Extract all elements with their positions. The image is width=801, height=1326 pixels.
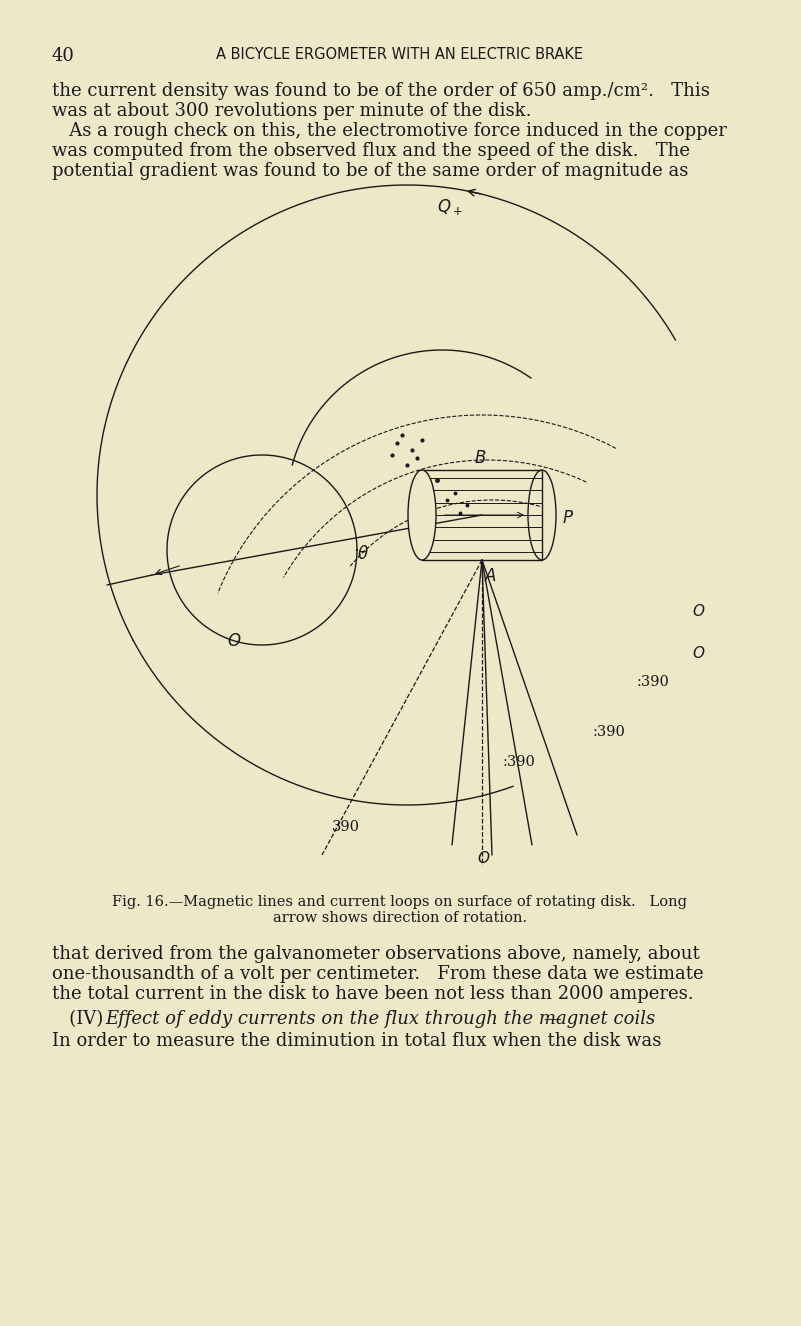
Text: $O$: $O$ <box>692 603 706 619</box>
Text: $P$: $P$ <box>562 511 574 526</box>
Text: $O$: $O$ <box>692 644 706 660</box>
Text: arrow shows direction of rotation.: arrow shows direction of rotation. <box>273 911 527 926</box>
Text: $B$: $B$ <box>474 450 486 467</box>
Ellipse shape <box>408 469 436 560</box>
Bar <box>422 469 542 560</box>
Text: 40: 40 <box>52 46 74 65</box>
Text: A BICYCLE ERGOMETER WITH AN ELECTRIC BRAKE: A BICYCLE ERGOMETER WITH AN ELECTRIC BRA… <box>216 46 584 62</box>
Text: :390: :390 <box>502 754 535 769</box>
Text: $O$: $O$ <box>227 633 241 650</box>
Text: $O$: $O$ <box>477 850 490 866</box>
Text: (IV): (IV) <box>52 1010 115 1028</box>
Text: —: — <box>543 1010 561 1028</box>
Text: was computed from the observed flux and the speed of the disk.   The: was computed from the observed flux and … <box>52 142 690 160</box>
Text: In order to measure the diminution in total flux when the disk was: In order to measure the diminution in to… <box>52 1032 662 1050</box>
Text: $A$: $A$ <box>484 568 497 585</box>
Text: that derived from the galvanometer observations above, namely, about: that derived from the galvanometer obser… <box>52 945 700 963</box>
Text: one-thousandth of a volt per centimeter.   From these data we estimate: one-thousandth of a volt per centimeter.… <box>52 965 703 983</box>
Text: potential gradient was found to be of the same order of magnitude as: potential gradient was found to be of th… <box>52 162 688 180</box>
Text: was at about 300 revolutions per minute of the disk.: was at about 300 revolutions per minute … <box>52 102 532 119</box>
Text: :390: :390 <box>637 675 670 690</box>
Text: $Q_+$: $Q_+$ <box>437 198 463 217</box>
Text: $\theta$: $\theta$ <box>357 545 368 564</box>
Text: Effect of eddy currents on the flux through the magnet coils: Effect of eddy currents on the flux thro… <box>105 1010 655 1028</box>
Text: Fig. 16.—Magnetic lines and current loops on surface of rotating disk.   Long: Fig. 16.—Magnetic lines and current loop… <box>112 895 687 910</box>
Text: the total current in the disk to have been not less than 2000 amperes.: the total current in the disk to have be… <box>52 985 694 1002</box>
Text: As a rough check on this, the electromotive force induced in the copper: As a rough check on this, the electromot… <box>52 122 727 141</box>
Text: :390: :390 <box>592 725 625 739</box>
Text: 390: 390 <box>332 819 360 834</box>
Text: the current density was found to be of the order of 650 amp./cm².   This: the current density was found to be of t… <box>52 82 710 99</box>
